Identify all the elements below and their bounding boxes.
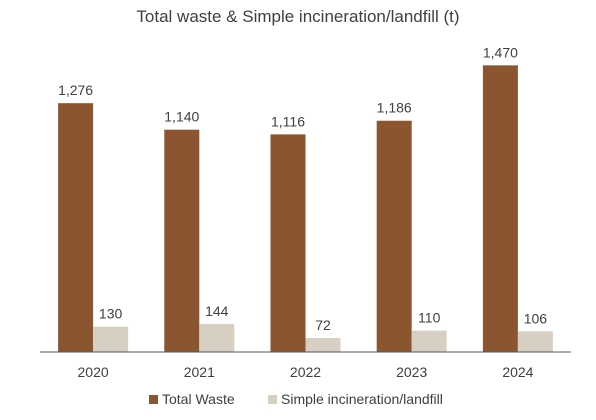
x-tick-label-2022: 2022	[290, 364, 321, 380]
bar-total-waste-2021	[164, 129, 200, 352]
bar-simple-incineration-2023	[411, 330, 447, 352]
chart-title: Total waste & Simple incineration/landfi…	[136, 7, 459, 26]
x-tick-label-2021: 2021	[184, 364, 215, 380]
bar-total-waste-2024	[482, 65, 518, 352]
data-label-total-waste-2022: 1,116	[271, 113, 305, 129]
data-label-simple-incineration-2023: 110	[418, 310, 441, 326]
data-label-simple-incineration-2024: 106	[524, 310, 548, 326]
data-label-total-waste-2023: 1,186	[377, 100, 412, 116]
bar-simple-incineration-2020	[93, 326, 129, 352]
bar-total-waste-2022	[270, 134, 306, 352]
x-axis-ticks: 2020 2021 2022 2023 2024	[78, 364, 534, 380]
legend-swatch-total-waste	[149, 395, 158, 404]
data-label-total-waste-2020: 1,276	[58, 82, 93, 98]
bar-simple-incineration-2022	[305, 337, 341, 352]
plot-area: 1,276 130 1,140 144 1,116 72 1,186 110 1,470 106	[58, 44, 553, 353]
legend: Total Waste Simple incineration/landfill	[149, 391, 443, 407]
data-label-simple-incineration-2022: 72	[315, 317, 331, 333]
data-label-simple-incineration-2020: 130	[99, 306, 123, 322]
bar-total-waste-2023	[376, 120, 412, 352]
data-label-total-waste-2024: 1,470	[483, 44, 518, 60]
x-tick-label-2024: 2024	[502, 364, 533, 380]
x-tick-label-2023: 2023	[396, 364, 427, 380]
data-label-simple-incineration-2021: 144	[205, 303, 229, 319]
legend-label-total-waste: Total Waste	[162, 391, 235, 407]
legend-label-simple-incineration: Simple incineration/landfill	[281, 391, 443, 407]
bar-total-waste-2020	[58, 103, 94, 353]
data-label-total-waste-2021: 1,140	[164, 109, 199, 125]
bar-simple-incineration-2024	[517, 331, 553, 352]
bar-simple-incineration-2021	[199, 323, 235, 352]
legend-swatch-simple-incineration	[268, 395, 277, 404]
x-tick-label-2020: 2020	[78, 364, 109, 380]
